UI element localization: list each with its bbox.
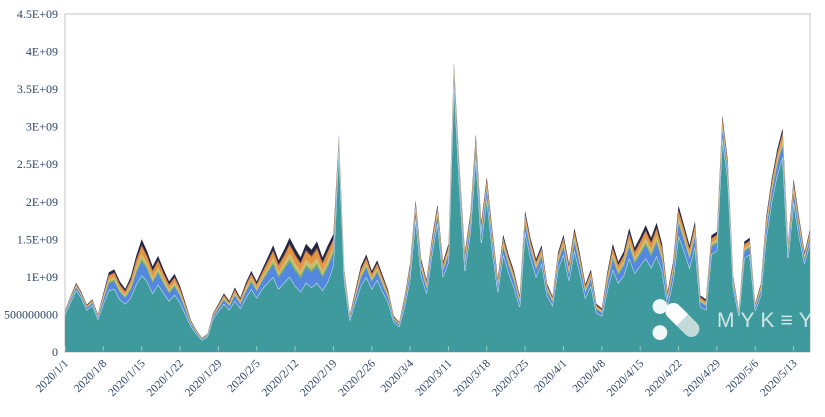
x-axis-tick-label: 2020/1/8 (72, 357, 110, 395)
x-axis-tick-label: 2020/5/6 (724, 357, 762, 395)
x-axis-tick-label: 2020/4/29 (682, 357, 724, 399)
area-series-cornflower-blue (65, 74, 810, 340)
x-axis-tick-label: 2020/4/22 (643, 357, 685, 399)
x-axis-tick-label: 2020/4/15 (605, 357, 647, 399)
x-axis-tick-label: 2020/2/12 (260, 357, 302, 399)
y-axis-tick-label: 2E+09 (26, 195, 58, 209)
x-axis-tick-label: 2020/1/15 (106, 357, 148, 399)
x-axis-tick-label: 2020/1/22 (145, 357, 187, 399)
y-axis-tick-label: 3E+09 (26, 120, 58, 134)
area-series-teal (65, 81, 810, 352)
x-axis-tick-label: 2020/2/5 (225, 357, 263, 395)
x-axis-tick-label: 2020/3/25 (490, 357, 532, 399)
x-axis-tick-label: 2020/2/26 (336, 357, 378, 399)
y-axis-tick-label: 500000000 (4, 307, 58, 321)
x-axis-tick-label: 2020/1/29 (183, 357, 225, 399)
x-axis-tick-label: 2020/4/8 (571, 357, 609, 395)
y-axis-tick-label: 0 (52, 345, 58, 359)
x-axis-tick-label: 2020/1/1 (34, 357, 72, 395)
x-axis-tick-label: 2020/5/13 (758, 357, 800, 399)
y-axis-tick-label: 1.5E+09 (17, 232, 58, 246)
y-axis-tick-label: 3.5E+09 (17, 82, 58, 96)
y-axis-tick-label: 4E+09 (26, 45, 58, 59)
x-axis-tick-label: 2020/3/11 (413, 357, 454, 398)
x-axis-tick-label: 2020/3/18 (451, 357, 493, 399)
x-axis-tick-label: 2020/2/19 (298, 357, 340, 399)
x-axis-tick-label: 2020/4/1 (532, 357, 570, 395)
y-axis-tick-label: 4.5E+09 (17, 7, 58, 21)
x-axis-tick-label: 2020/3/4 (379, 357, 417, 395)
y-axis-tick-label: 2.5E+09 (17, 157, 58, 171)
y-axis-tick-label: 1E+09 (26, 270, 58, 284)
